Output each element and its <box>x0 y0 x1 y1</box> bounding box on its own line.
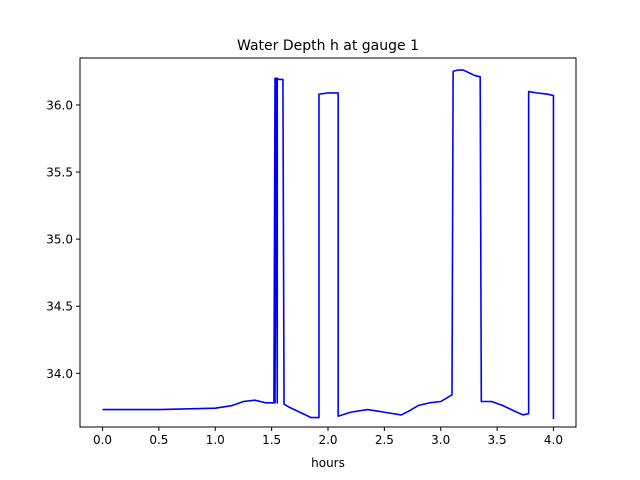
x-tick-label: 2.5 <box>375 433 394 447</box>
x-axis-ticks: 0.0 0.5 1.0 1.5 2.0 2.5 3.0 3.5 4.0 <box>93 427 563 447</box>
x-tick-label: 1.0 <box>206 433 225 447</box>
x-tick-label: 0.5 <box>149 433 168 447</box>
x-tick-label: 0.0 <box>93 433 112 447</box>
y-tick-label: 36.0 <box>46 98 73 112</box>
y-tick-label: 34.5 <box>46 300 73 314</box>
axes-frame <box>79 57 577 428</box>
y-tick-label: 34.0 <box>46 367 73 381</box>
y-tick-label: 35.0 <box>46 233 73 247</box>
y-tick-label: 35.5 <box>46 166 73 180</box>
x-tick-label: 3.0 <box>431 433 450 447</box>
chart-title: Water Depth h at gauge 1 <box>237 38 419 54</box>
x-tick-label: 1.5 <box>262 433 281 447</box>
x-tick-label: 2.0 <box>318 433 337 447</box>
series-line <box>102 69 555 419</box>
x-axis-label: hours <box>311 456 345 470</box>
x-tick-label: 4.0 <box>544 433 563 447</box>
y-axis-ticks: 34.0 34.5 35.0 35.5 36.0 <box>46 98 80 381</box>
x-tick-label: 3.5 <box>488 433 507 447</box>
plot-area <box>102 69 555 419</box>
